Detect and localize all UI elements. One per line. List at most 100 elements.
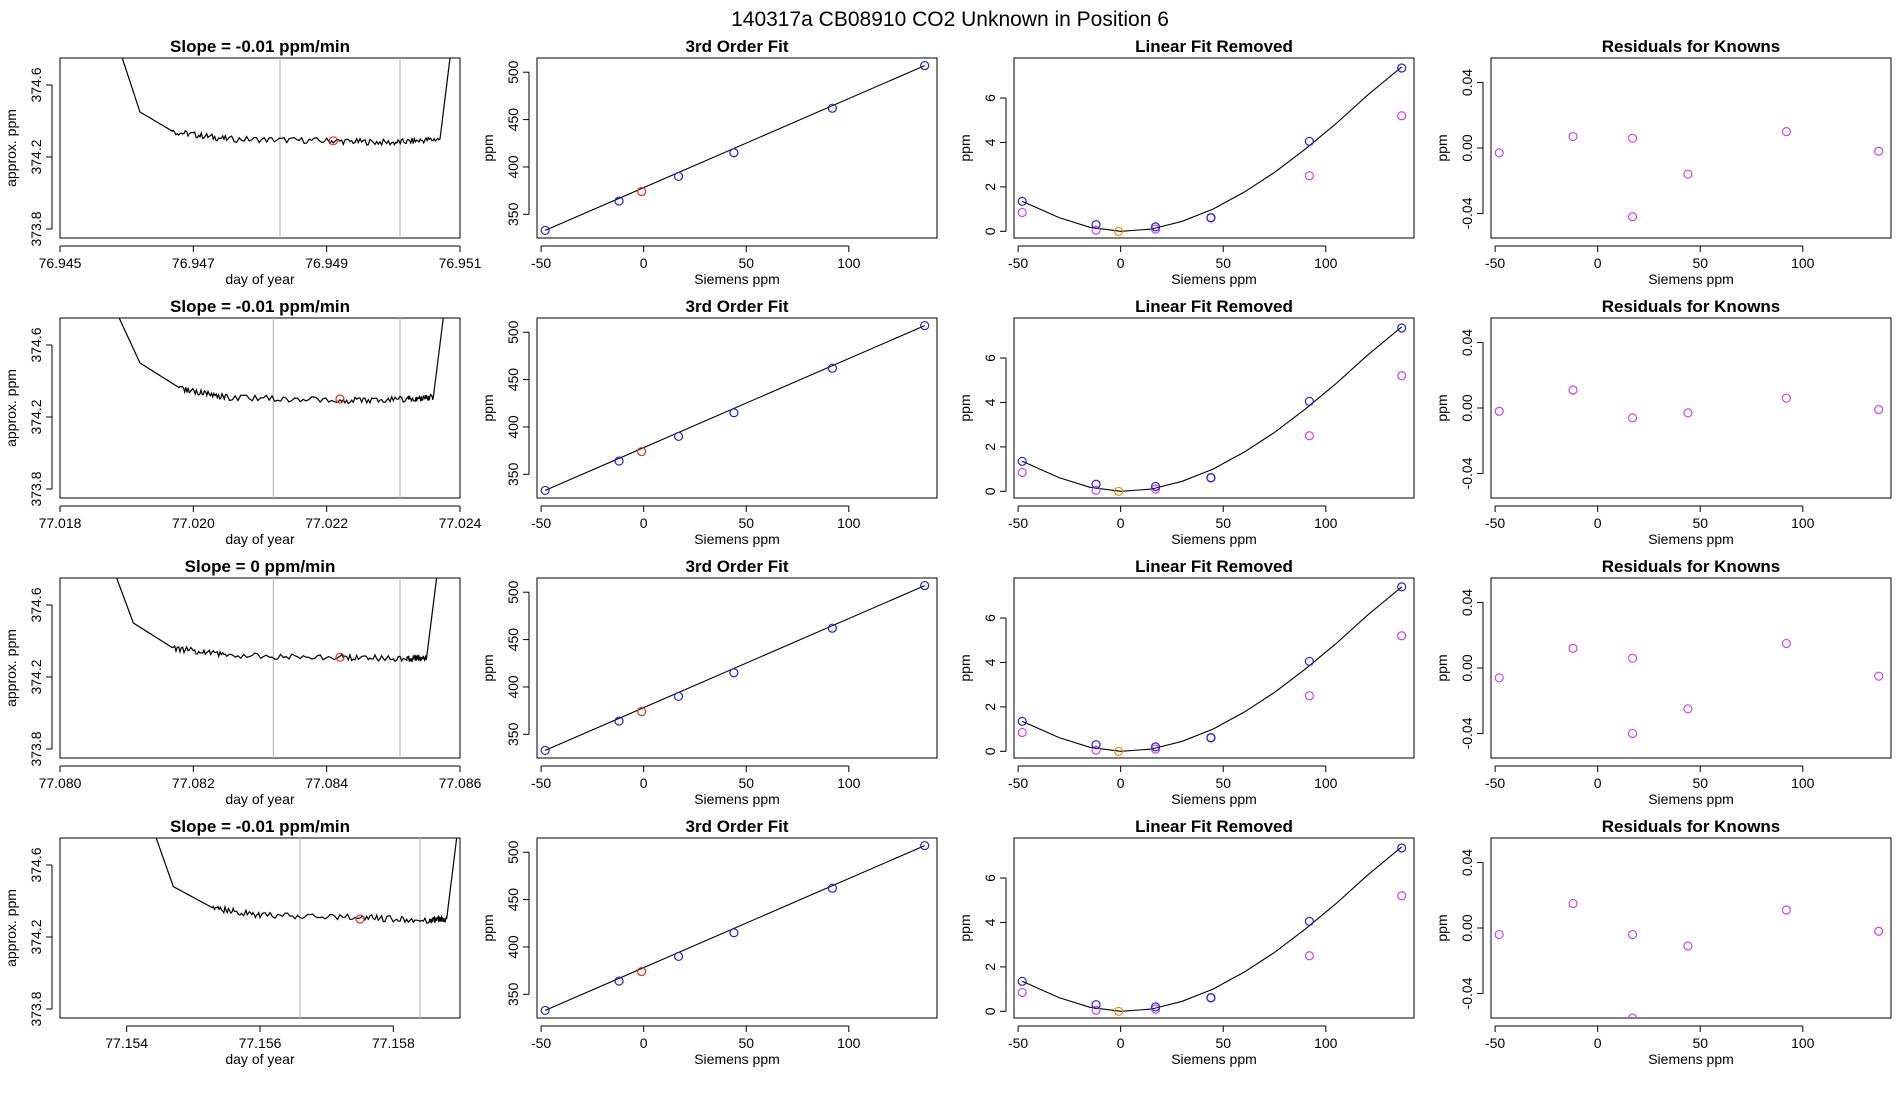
residual-point [1683,408,1693,418]
mean-marker [355,914,365,924]
y-tick-label: 0.04 [1459,329,1475,356]
x-tick-label: 76.951 [439,255,482,271]
plot-frame [1013,577,1415,759]
x-tick-label: 0 [640,1035,648,1051]
y-tick-label: 374.2 [28,399,44,434]
y-tick-label: 2 [982,443,998,451]
plot-title: Residuals for Knowns [1602,817,1781,836]
known-point [1091,1000,1101,1010]
plot-title: Linear Fit Removed [1135,37,1293,56]
known-point [827,883,837,893]
fit-curve [544,585,925,751]
y-axis-label: ppm [957,134,973,161]
residual-point [1017,467,1027,478]
known-point [614,976,624,986]
y-tick-label: 400 [505,155,521,179]
unknown-point [637,966,647,977]
known-point [1397,323,1407,333]
residual-point [1627,413,1638,423]
y-axis-label: ppm [957,914,973,941]
residual-point [1304,171,1314,181]
fit-curve [1021,66,1403,232]
known-point [827,623,837,633]
panel-0-3: Residuals for Knowns -50 0 50 100 Siemens ppm… [1434,37,1892,287]
y-tick-label: 373.8 [28,991,44,1026]
panel-0-2: Linear Fit Removed -50 0 50 100 Siemens ppm 0 2… [957,37,1415,287]
x-tick-label: 100 [1314,1035,1338,1051]
fit-curve [1021,586,1403,752]
residual-point [1874,671,1884,681]
y-tick-label: 350 [505,982,521,1006]
unknown-point [1114,226,1124,236]
x-tick-label: 50 [1215,1035,1231,1051]
x-tick-label: 100 [837,1035,861,1051]
residual-point [1874,926,1884,936]
x-tick-label: 100 [1791,775,1815,791]
x-axis-label: day of year [225,791,295,807]
unknown-point [1114,746,1124,756]
panel-1-0: Slope = -0.01 ppm/min 77.018 77.020 77.022 7… [3,297,482,547]
plot-title: Slope = -0.01 ppm/min [170,817,350,836]
residual-point [1304,951,1314,961]
plot-frame [1490,837,1892,1019]
known-point [614,196,624,206]
y-tick-label: 4 [982,398,998,406]
plot-area [1494,898,1884,1018]
x-tick-label: 76.949 [305,255,348,271]
residual-point [1627,133,1638,143]
y-axis-label: ppm [1434,654,1450,681]
residual-point [1781,127,1791,137]
plot-area [540,320,930,496]
x-tick-label: 0 [1594,1035,1602,1051]
residual-point [1627,653,1638,663]
y-axis-label: ppm [1434,914,1450,941]
x-tick-label: -50 [531,1035,551,1051]
plot-frame [1490,577,1892,759]
panel-2-3: Residuals for Knowns -50 0 50 100 Siemens ppm… [1434,557,1892,807]
y-tick-label: 350 [505,202,521,226]
known-point [1017,976,1027,986]
y-tick-label: 374.6 [28,327,44,362]
y-tick-label: 6 [982,354,998,362]
x-tick-label: 50 [1692,515,1708,531]
y-axis-label: approx. ppm [3,629,19,707]
x-axis-label: Siemens ppm [694,1051,780,1067]
plot-title: Residuals for Knowns [1602,297,1781,316]
residual-point [1494,929,1504,940]
y-tick-label: 0 [982,227,998,235]
x-axis-label: Siemens ppm [1648,271,1734,287]
page-title: 140317a CB08910 CO2 Unknown in Position … [731,8,1169,31]
x-axis-label: Siemens ppm [1171,791,1257,807]
plot-frame [59,577,461,759]
known-point [614,456,624,466]
residual-point [1304,431,1314,441]
x-tick-label: 50 [738,255,754,271]
y-tick-label: 2 [982,963,998,971]
x-tick-label: 100 [1314,255,1338,271]
y-tick-label: 400 [505,415,521,439]
plot-area [155,838,458,1018]
y-tick-label: 0.04 [1459,69,1475,96]
x-tick-label: -50 [531,255,551,271]
known-point [1091,740,1101,750]
x-tick-label: -50 [1008,775,1028,791]
x-tick-label: 50 [1215,515,1231,531]
x-tick-label: -50 [531,775,551,791]
y-tick-label: 373.8 [28,471,44,506]
x-axis-label: Siemens ppm [1171,1051,1257,1067]
x-tick-label: -50 [1485,255,1505,271]
residual-point [1627,1013,1638,1018]
x-tick-label: -50 [531,515,551,531]
y-tick-label: 374.2 [28,139,44,174]
residual-point [1494,148,1504,158]
known-point [1304,916,1314,926]
residual-point [1017,207,1027,218]
y-tick-label: 374.6 [28,587,44,622]
residual-point [1781,393,1791,403]
x-tick-label: 0 [1594,515,1602,531]
plot-frame [59,837,461,1019]
x-tick-label: 0 [1594,255,1602,271]
x-tick-label: -50 [1485,775,1505,791]
plot-area [1494,638,1884,739]
